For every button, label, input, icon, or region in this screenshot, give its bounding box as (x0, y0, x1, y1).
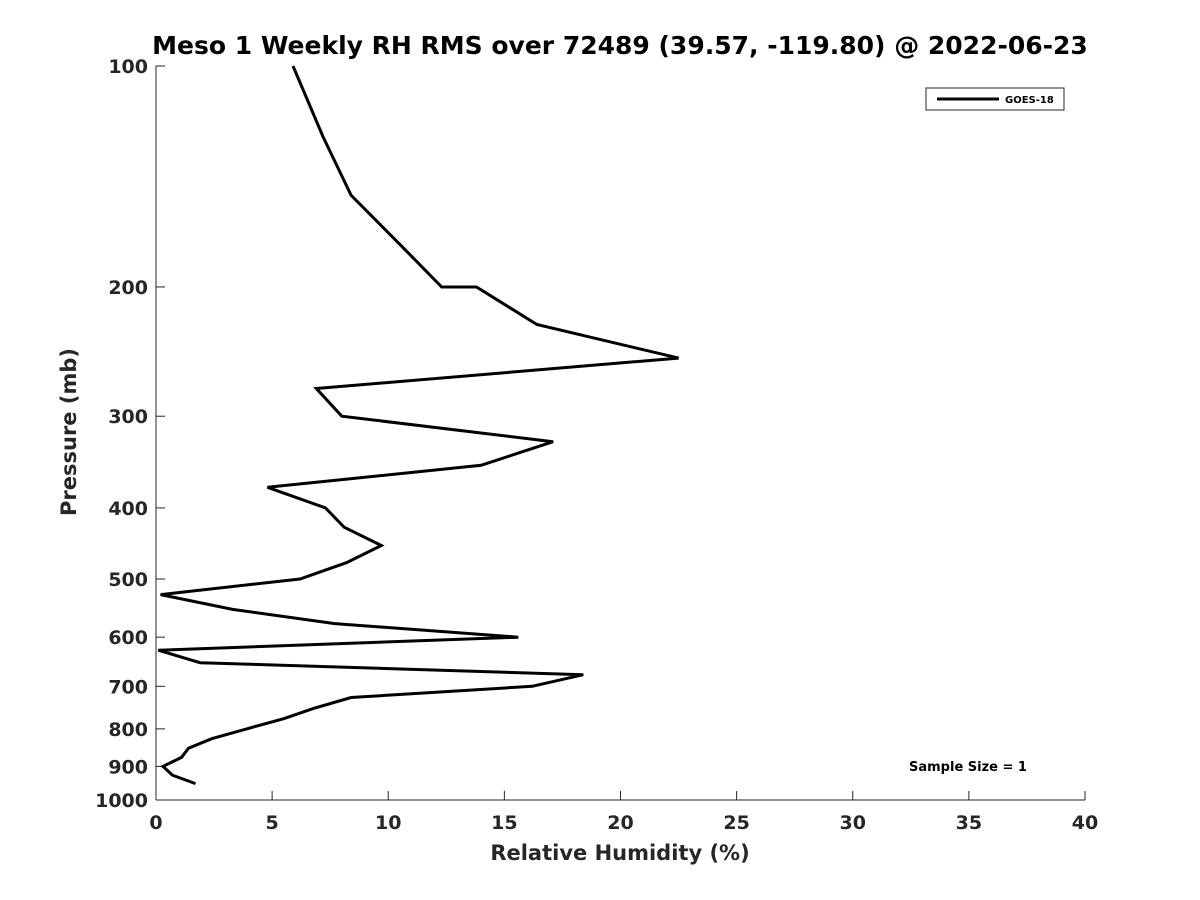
x-tick-label: 5 (266, 812, 279, 834)
y-tick-label: 700 (108, 676, 148, 698)
x-tick-label: 30 (840, 812, 866, 834)
series-group (157, 65, 679, 786)
x-tick-label: 35 (956, 812, 982, 834)
x-tick-label: 10 (375, 812, 401, 834)
y-tick-label: 900 (108, 756, 148, 778)
y-axis-label: Pressure (mb) (57, 348, 81, 516)
y-axis-ticks: 100 200 300 400 500 600 700 800 900 1000 (95, 56, 165, 812)
x-tick-label: 0 (149, 812, 162, 834)
y-tick-label: 600 (108, 627, 148, 649)
x-axis-ticks: 0 5 10 15 20 25 30 35 40 (149, 791, 1098, 834)
sample-size-annotation: Sample Size = 1 (909, 760, 1027, 775)
y-tick-label: 100 (108, 56, 148, 78)
x-tick-label: 25 (723, 812, 749, 834)
y-tick-label: 200 (108, 277, 148, 299)
x-axis-label: Relative Humidity (%) (490, 841, 749, 865)
x-tick-label: 15 (491, 812, 517, 834)
chart-title: Meso 1 Weekly RH RMS over 72489 (39.57, … (152, 31, 1088, 60)
series-line (157, 65, 679, 786)
x-tick-label: 20 (607, 812, 633, 834)
x-tick-label: 40 (1072, 812, 1098, 834)
y-tick-label: 400 (108, 498, 148, 520)
y-tick-label: 300 (108, 406, 148, 428)
legend: GOES-18 (925, 87, 1065, 111)
legend-label: GOES-18 (1005, 95, 1054, 106)
y-tick-label: 500 (108, 569, 148, 591)
y-tick-label: 800 (108, 719, 148, 741)
y-tick-label: 1000 (95, 790, 148, 812)
